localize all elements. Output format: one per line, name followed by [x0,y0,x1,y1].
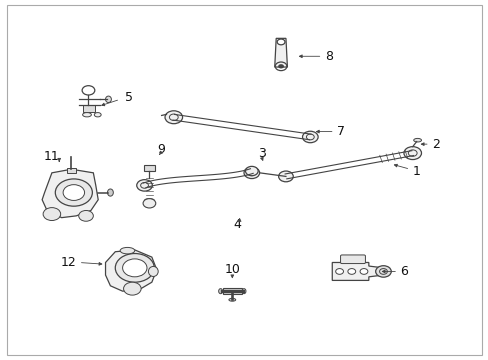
Circle shape [115,253,154,282]
Circle shape [359,269,367,274]
Ellipse shape [148,266,158,276]
Text: 12: 12 [61,256,76,269]
Ellipse shape [105,96,111,103]
Text: 6: 6 [400,265,407,278]
Circle shape [244,167,259,179]
Text: 4: 4 [233,218,241,231]
Circle shape [123,282,141,295]
Circle shape [277,39,285,45]
Ellipse shape [413,138,421,142]
Text: 9: 9 [157,143,165,156]
FancyBboxPatch shape [340,255,365,264]
Circle shape [245,166,258,176]
FancyBboxPatch shape [67,168,76,173]
Ellipse shape [228,298,235,301]
Ellipse shape [107,189,113,196]
Circle shape [375,266,390,277]
Ellipse shape [120,247,135,254]
FancyBboxPatch shape [83,105,95,112]
Circle shape [55,179,92,206]
Ellipse shape [242,289,245,294]
Text: 8: 8 [325,50,332,63]
FancyBboxPatch shape [144,165,155,171]
Circle shape [278,64,284,68]
Circle shape [43,208,61,221]
Polygon shape [274,39,287,67]
Circle shape [302,131,318,143]
Circle shape [137,180,152,191]
Polygon shape [331,262,383,280]
Circle shape [143,199,156,208]
Circle shape [164,111,182,124]
Polygon shape [42,169,98,218]
Circle shape [79,211,93,221]
Ellipse shape [218,289,222,294]
Text: 11: 11 [44,150,60,163]
Text: 3: 3 [257,147,265,159]
Text: 7: 7 [336,125,345,138]
Ellipse shape [94,113,101,117]
Circle shape [122,259,147,277]
Circle shape [403,147,421,159]
Text: 1: 1 [412,165,420,177]
Circle shape [335,269,343,274]
Circle shape [278,171,293,182]
Ellipse shape [144,199,154,202]
Polygon shape [105,250,157,291]
Text: 2: 2 [431,138,439,150]
Text: 10: 10 [224,263,240,276]
Ellipse shape [82,113,91,117]
Circle shape [347,269,355,274]
Circle shape [63,185,84,201]
Text: 5: 5 [125,91,133,104]
FancyBboxPatch shape [223,288,241,294]
